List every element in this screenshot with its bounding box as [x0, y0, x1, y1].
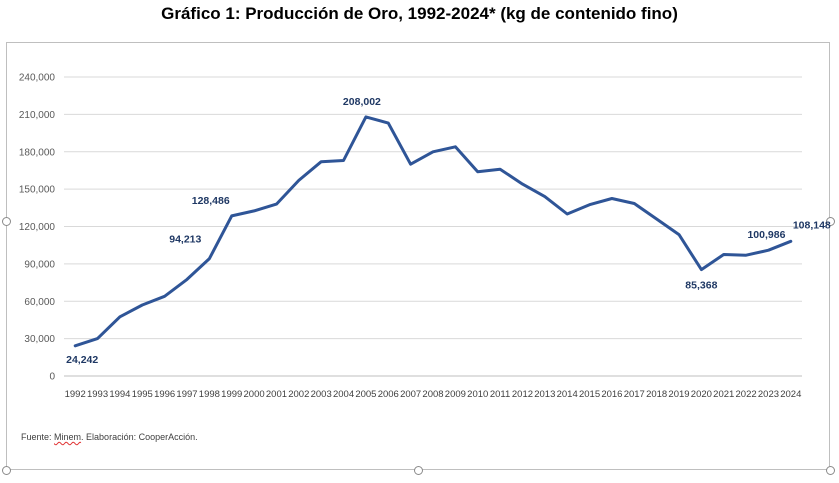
y-tick-label: 210,000 — [19, 110, 56, 121]
resize-handle-left-middle[interactable] — [2, 217, 11, 226]
y-tick-label: 60,000 — [24, 297, 55, 308]
x-tick-label: 1997 — [176, 389, 197, 400]
x-tick-label: 2009 — [445, 389, 466, 400]
x-tick-label: 1993 — [87, 389, 108, 400]
y-tick-label: 240,000 — [19, 73, 56, 84]
x-tick-label: 2008 — [422, 389, 443, 400]
x-tick-label: 2024 — [780, 389, 801, 400]
x-tick-label: 1996 — [154, 389, 175, 400]
source-note: Fuente: Minem. Elaboración: CooperAcción… — [21, 432, 198, 442]
x-tick-label: 2005 — [355, 389, 376, 400]
x-tick-label: 2014 — [557, 389, 578, 400]
data-label: 108,148 — [793, 219, 831, 231]
x-tick-label: 2020 — [691, 389, 712, 400]
x-tick-label: 2019 — [668, 389, 689, 400]
resize-handle-right-middle[interactable] — [826, 217, 835, 226]
source-suffix: . Elaboración: CooperAcción. — [81, 432, 198, 442]
x-tick-label: 2006 — [378, 389, 399, 400]
x-tick-label: 2004 — [333, 389, 354, 400]
data-label: 100,986 — [747, 229, 785, 241]
x-tick-label: 2011 — [490, 389, 510, 400]
resize-handle-bottom-left[interactable] — [2, 466, 11, 475]
source-prefix: Fuente: — [21, 432, 55, 442]
x-tick-label: 1994 — [109, 389, 130, 400]
data-label: 94,213 — [169, 234, 201, 246]
data-label: 208,002 — [343, 96, 381, 108]
y-tick-label: 150,000 — [19, 185, 56, 196]
x-tick-label: 2013 — [534, 389, 555, 400]
x-tick-label: 2002 — [288, 389, 309, 400]
source-minem: Minem — [54, 432, 82, 442]
x-tick-label: 1995 — [132, 389, 153, 400]
x-tick-label: 2000 — [244, 389, 265, 400]
x-tick-label: 2023 — [758, 389, 779, 400]
x-tick-label: 2017 — [624, 389, 645, 400]
chart-title: Gráfico 1: Producción de Oro, 1992-2024*… — [161, 4, 678, 23]
y-tick-label: 30,000 — [24, 334, 55, 345]
x-tick-label: 2022 — [736, 389, 757, 400]
x-tick-label: 2021 — [713, 389, 734, 400]
resize-handle-bottom-right[interactable] — [826, 466, 835, 475]
x-tick-label: 1999 — [221, 389, 242, 400]
x-tick-label: 1998 — [199, 389, 220, 400]
x-tick-label: 2010 — [467, 389, 488, 400]
x-tick-label: 2016 — [601, 389, 622, 400]
x-tick-label: 2012 — [512, 389, 533, 400]
data-label: 24,242 — [66, 354, 98, 366]
x-tick-label: 2003 — [311, 389, 332, 400]
x-tick-label: 2018 — [646, 389, 667, 400]
y-tick-label: 120,000 — [19, 222, 56, 233]
series-line — [73, 115, 793, 348]
x-tick-label: 2001 — [266, 389, 287, 400]
data-label: 128,486 — [192, 195, 230, 207]
data-label: 85,368 — [685, 280, 717, 292]
y-tick-label: 90,000 — [24, 259, 55, 270]
y-tick-label: 0 — [49, 372, 55, 383]
resize-handle-bottom-middle[interactable] — [414, 466, 423, 475]
x-tick-label: 1992 — [65, 389, 86, 400]
x-tick-label: 2007 — [400, 389, 421, 400]
x-tick-label: 2015 — [579, 389, 600, 400]
y-tick-label: 180,000 — [19, 147, 56, 158]
